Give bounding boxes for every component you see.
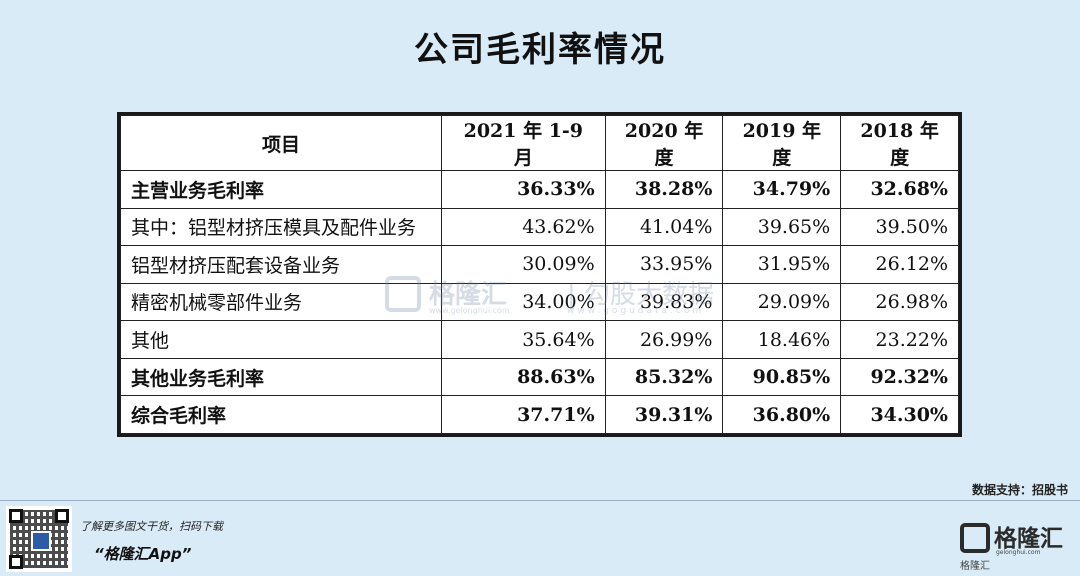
table-cell-value: 33.95%: [604, 245, 724, 284]
row-label: 主营业务毛利率: [120, 170, 442, 209]
table-row: 综合毛利率 37.71% 39.31% 36.80% 34.30%: [120, 395, 959, 434]
table-cell-value: 92.32%: [840, 357, 959, 397]
row-label: 其他: [120, 320, 442, 359]
table-row: 精密机械零部件业务 34.00% 39.83% 29.09% 26.98%: [120, 282, 959, 322]
table-cell-value: 26.98%: [840, 282, 959, 322]
table-cell-value: 88.63%: [441, 357, 606, 397]
table-cell-value: 37.71%: [441, 395, 606, 434]
promo-text: 了解更多图文干货，扫码下载: [80, 520, 223, 533]
brand-logo-icon: [960, 523, 990, 553]
table-cell-value: 34.79%: [722, 170, 842, 209]
brand-name: 格隆汇: [994, 526, 1063, 552]
table-cell-value: 43.62%: [441, 207, 606, 247]
row-label: 综合毛利率: [120, 395, 442, 434]
row-label: 其中：铝型材挤压模具及配件业务: [120, 207, 442, 247]
row-label: 铝型材挤压配套设备业务: [120, 245, 442, 284]
table-cell-value: 35.64%: [441, 320, 606, 359]
brand-caption: 格隆汇: [960, 561, 990, 572]
table-cell-value: 26.99%: [604, 320, 724, 359]
column-header-period: 2020 年度: [604, 115, 724, 171]
column-header-period: 2018 年度: [840, 115, 959, 171]
data-table: 项目 2021 年 1-9 月 2020 年度 2019 年度 2018 年度 主营业务…: [120, 115, 959, 434]
row-label: 其他业务毛利率: [120, 357, 442, 397]
column-header-period: 2021 年 1-9 月: [441, 115, 606, 171]
column-header-period: 2019 年度: [722, 115, 842, 171]
table-cell-value: 30.09%: [441, 245, 606, 284]
table-cell-value: 39.50%: [840, 207, 959, 247]
qr-code-icon[interactable]: [6, 506, 72, 572]
table-cell-value: 39.65%: [722, 207, 842, 247]
table-row: 其他业务毛利率 88.63% 85.32% 90.85% 92.32%: [120, 357, 959, 397]
footer-brand: 格隆汇 gelonghui.com 格隆汇: [960, 519, 1070, 572]
table-cell-value: 36.33%: [441, 170, 606, 209]
table-cell-value: 39.83%: [604, 282, 724, 322]
app-name: “格隆汇App”: [94, 545, 192, 563]
table-cell-value: 90.85%: [722, 357, 842, 397]
row-label: 精密机械零部件业务: [120, 282, 442, 322]
table-cell-value: 26.12%: [840, 245, 959, 284]
table-row: 主营业务毛利率 36.33% 38.28% 34.79% 32.68%: [120, 170, 959, 209]
table-header-row: 项目 2021 年 1-9 月 2020 年度 2019 年度 2018 年度: [120, 115, 959, 171]
brand-url: gelonghui.com: [996, 549, 1041, 556]
table-cell-value: 23.22%: [840, 320, 959, 359]
table-body: 主营业务毛利率 36.33% 38.28% 34.79% 32.68% 其中：铝型材挤压模…: [120, 170, 959, 434]
table-cell-value: 34.30%: [840, 395, 959, 434]
footer-divider: [0, 500, 1080, 501]
table-cell-value: 31.95%: [722, 245, 842, 284]
table-cell-value: 29.09%: [722, 282, 842, 322]
table-cell-value: 18.46%: [722, 320, 842, 359]
table-cell-value: 41.04%: [604, 207, 724, 247]
source-note: 数据支持：招股书: [971, 483, 1068, 497]
gross-margin-table: 项目 2021 年 1-9 月 2020 年度 2019 年度 2018 年度 主营业务…: [117, 112, 962, 437]
table-row: 其他 35.64% 26.99% 18.46% 23.22%: [120, 320, 959, 359]
table-cell-value: 32.68%: [840, 170, 959, 209]
table-row: 其中：铝型材挤压模具及配件业务 43.62% 41.04% 39.65% 39.50%: [120, 207, 959, 247]
table-cell-value: 85.32%: [604, 357, 724, 397]
table-cell-value: 38.28%: [604, 170, 724, 209]
page-title: 公司毛利率情况: [414, 30, 666, 70]
table-cell-value: 34.00%: [441, 282, 606, 322]
table-row: 铝型材挤压配套设备业务 30.09% 33.95% 31.95% 26.12%: [120, 245, 959, 284]
table-cell-value: 39.31%: [604, 395, 724, 434]
table-cell-value: 36.80%: [722, 395, 842, 434]
column-header-item: 项目: [120, 115, 442, 171]
